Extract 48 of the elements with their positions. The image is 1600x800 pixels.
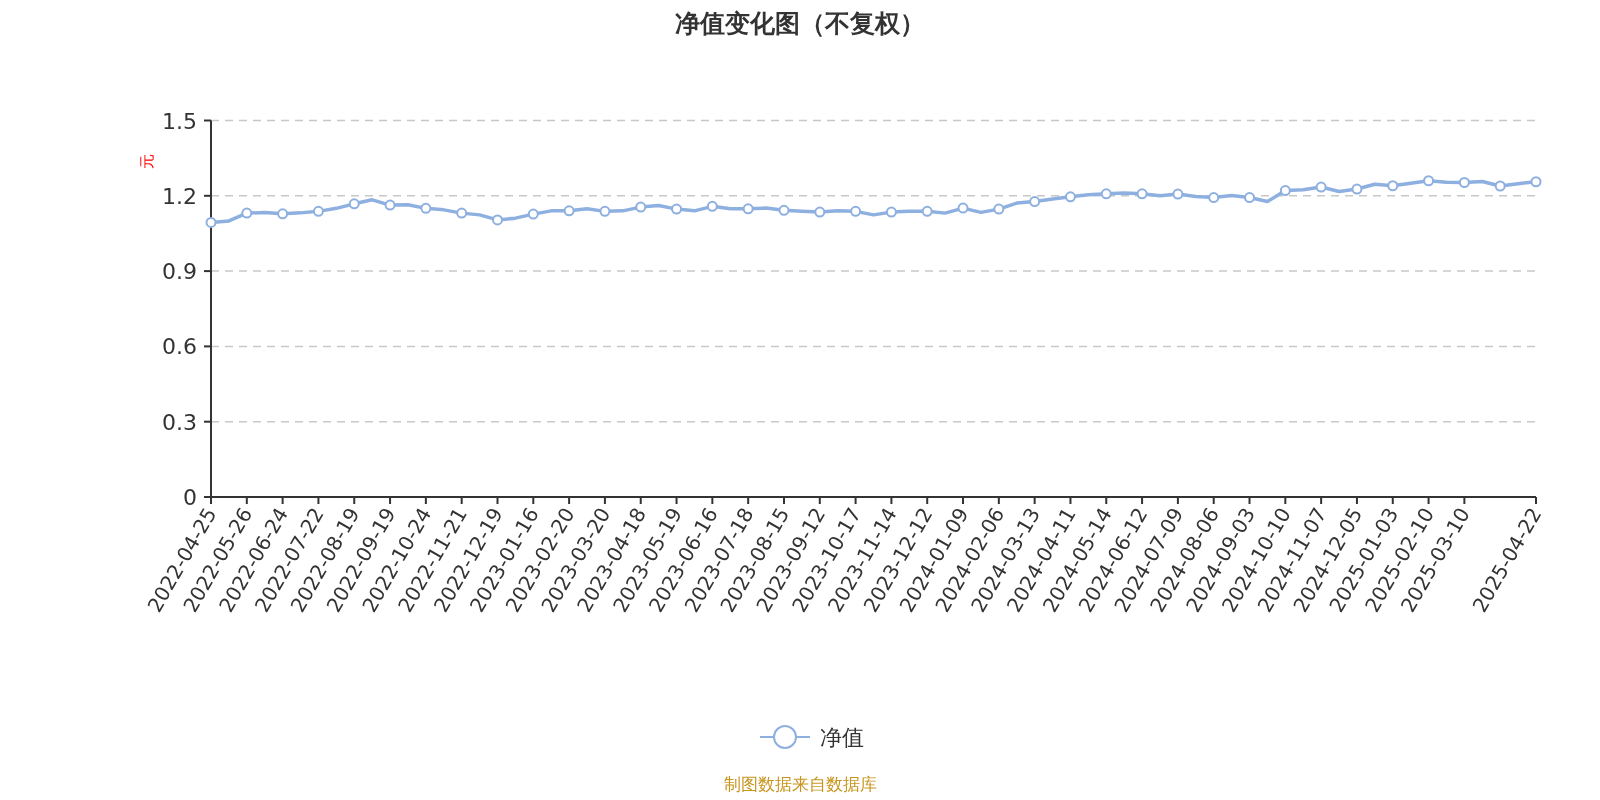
point	[1208, 192, 1220, 204]
point	[778, 204, 790, 216]
point	[1351, 183, 1363, 195]
point	[1279, 185, 1291, 197]
point	[348, 198, 360, 210]
point	[671, 203, 683, 215]
point	[957, 202, 969, 214]
point	[599, 205, 611, 217]
point	[1423, 175, 1435, 187]
point	[312, 205, 324, 217]
y-tick-label: 1.2	[162, 183, 197, 209]
legend-label: 净值	[820, 725, 864, 750]
point	[241, 207, 253, 219]
point	[491, 214, 503, 226]
point	[1530, 176, 1542, 188]
point	[1315, 181, 1327, 193]
point	[1100, 188, 1112, 200]
point	[993, 203, 1005, 215]
point	[277, 208, 289, 220]
text: 制图数据来自数据库	[723, 774, 877, 794]
y-tick-label: 0.9	[162, 259, 197, 285]
point	[563, 205, 575, 217]
y-tick-label: 1.5	[162, 108, 197, 134]
point	[384, 199, 396, 211]
point	[814, 206, 826, 218]
point	[420, 202, 432, 214]
y-axis-title: 元	[138, 153, 156, 169]
point	[850, 205, 862, 217]
point	[1494, 180, 1506, 192]
point	[1172, 188, 1184, 200]
point	[1064, 191, 1076, 203]
point	[742, 203, 754, 215]
y-tick-label: 0.3	[162, 409, 197, 435]
point	[885, 206, 897, 218]
point	[1029, 196, 1041, 208]
point	[456, 207, 468, 219]
chart-title: 净值变化图（不复权）	[675, 9, 925, 38]
point	[921, 205, 933, 217]
point	[635, 201, 647, 213]
y-tick-label: 0	[183, 485, 197, 510]
y-tick-label: 0.6	[162, 334, 197, 360]
point	[1387, 180, 1399, 192]
point	[1244, 192, 1256, 204]
point	[706, 200, 718, 212]
point	[527, 208, 539, 220]
point	[205, 216, 217, 228]
point	[1458, 177, 1470, 188]
point	[1136, 188, 1148, 200]
